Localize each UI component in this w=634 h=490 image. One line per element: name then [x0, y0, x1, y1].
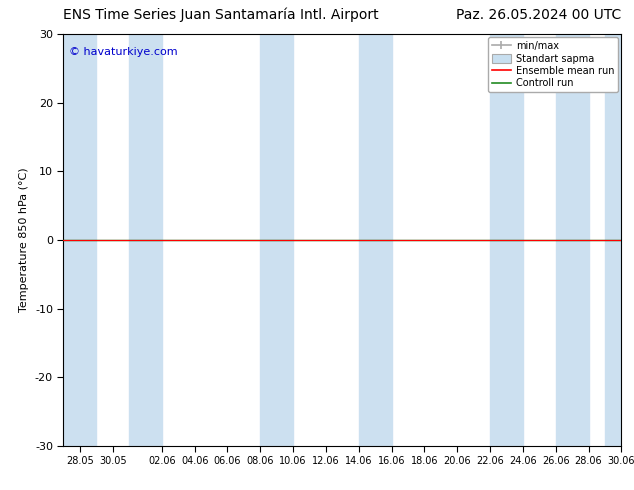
Bar: [605, 34, 621, 446]
Bar: [555, 34, 588, 446]
Text: © havaturkiye.com: © havaturkiye.com: [69, 47, 178, 57]
Bar: [261, 34, 293, 446]
Bar: [359, 34, 392, 446]
Text: ENS Time Series Juan Santamaría Intl. Airport: ENS Time Series Juan Santamaría Intl. Ai…: [63, 7, 379, 22]
Legend: min/max, Standart sapma, Ensemble mean run, Controll run: min/max, Standart sapma, Ensemble mean r…: [488, 37, 618, 92]
Text: Paz. 26.05.2024 00 UTC: Paz. 26.05.2024 00 UTC: [456, 8, 621, 22]
Y-axis label: Temperature 850 hPa (°C): Temperature 850 hPa (°C): [19, 168, 29, 313]
Bar: [129, 34, 162, 446]
Bar: [490, 34, 523, 446]
Bar: [63, 34, 96, 446]
